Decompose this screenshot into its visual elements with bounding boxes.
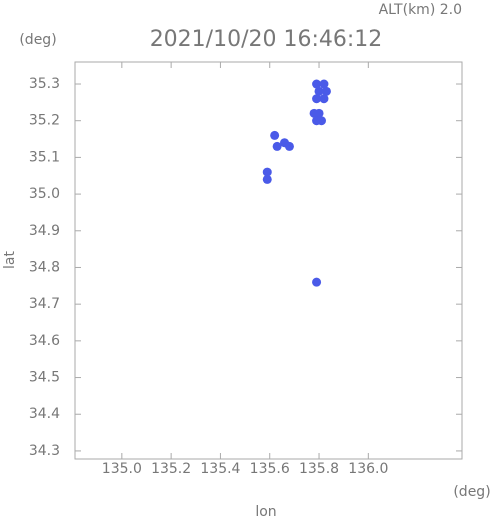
x-axis-label: lon <box>255 504 276 520</box>
y-tick-label: 35.0 <box>29 186 60 202</box>
plot-frame <box>74 61 463 460</box>
y-axis-label: lat <box>2 251 18 269</box>
echo-point <box>312 79 322 89</box>
x-tick-label: 135.2 <box>151 461 191 477</box>
x-tick-label: 136.0 <box>348 461 388 477</box>
y-tick-label: 35.3 <box>29 76 60 92</box>
x-tick-label: 135.4 <box>200 461 240 477</box>
echo-point <box>284 141 294 151</box>
echo-point <box>272 141 282 151</box>
y-tick-label: 34.5 <box>29 370 60 386</box>
chart-subtitle: ALT(km) 2.0 <box>379 2 462 18</box>
echo-point <box>262 167 272 177</box>
chart-title: 2021/10/20 16:46:12 <box>150 27 383 52</box>
x-tick-label: 135.8 <box>299 461 339 477</box>
y-tick-label: 34.3 <box>29 443 60 459</box>
y-tick-label: 34.6 <box>29 333 60 349</box>
echo-point <box>262 174 272 184</box>
y-tick-label: 34.7 <box>29 296 60 312</box>
echo-point <box>312 94 322 104</box>
y-tick-label: 35.1 <box>29 149 60 165</box>
y-tick-label: 34.8 <box>29 259 60 275</box>
echo-point <box>314 108 324 118</box>
echo-point <box>321 86 331 96</box>
y-unit: (deg) <box>19 32 56 48</box>
y-tick-label: 35.2 <box>29 113 60 129</box>
echo-point <box>319 94 329 104</box>
x-unit: (deg) <box>453 484 490 500</box>
y-tick-label: 34.9 <box>29 223 60 239</box>
x-tick-label: 135.6 <box>250 461 290 477</box>
echo-point <box>312 277 322 287</box>
echo-point <box>316 116 326 126</box>
y-tick-label: 34.4 <box>29 406 60 422</box>
x-tick-label: 135.0 <box>102 461 142 477</box>
echo-point <box>270 130 280 140</box>
echo-point <box>314 86 324 96</box>
echo-point <box>319 79 329 89</box>
